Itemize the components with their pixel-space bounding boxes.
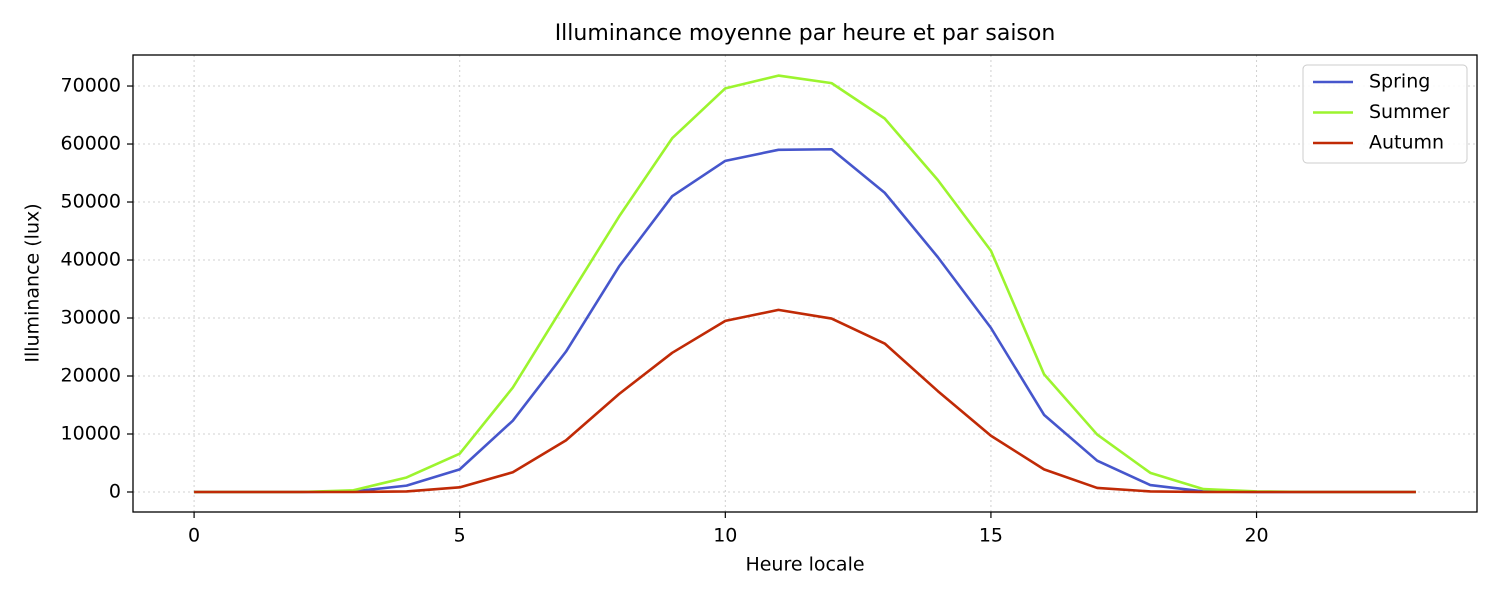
legend-label: Autumn bbox=[1369, 132, 1444, 154]
chart-title: Illuminance moyenne par heure et par sai… bbox=[555, 21, 1056, 46]
x-tick-label: 10 bbox=[713, 525, 737, 547]
y-tick-label: 70000 bbox=[61, 75, 121, 97]
y-tick-label: 30000 bbox=[61, 307, 121, 329]
y-tick-label: 20000 bbox=[61, 365, 121, 387]
x-tick-label: 20 bbox=[1244, 525, 1268, 547]
plot-frame bbox=[132, 54, 1478, 513]
x-axis-label: Heure locale bbox=[745, 554, 864, 576]
series-line bbox=[194, 308, 1416, 494]
y-tick-label: 60000 bbox=[61, 133, 121, 155]
y-tick-label: 50000 bbox=[61, 191, 121, 213]
y-axis-label: Illuminance (lux) bbox=[22, 203, 44, 362]
y-tick-label: 40000 bbox=[61, 249, 121, 271]
legend-box bbox=[1302, 64, 1468, 164]
series-line bbox=[194, 147, 1416, 494]
y-tick-label: 0 bbox=[109, 480, 121, 502]
legend-label: Summer bbox=[1369, 101, 1450, 123]
series-line bbox=[194, 74, 1416, 494]
x-tick-label: 0 bbox=[188, 525, 200, 547]
x-tick-label: 15 bbox=[979, 525, 1003, 547]
x-tick-label: 5 bbox=[454, 525, 466, 547]
legend-label: Spring bbox=[1369, 71, 1430, 93]
y-tick-label: 10000 bbox=[61, 422, 121, 444]
